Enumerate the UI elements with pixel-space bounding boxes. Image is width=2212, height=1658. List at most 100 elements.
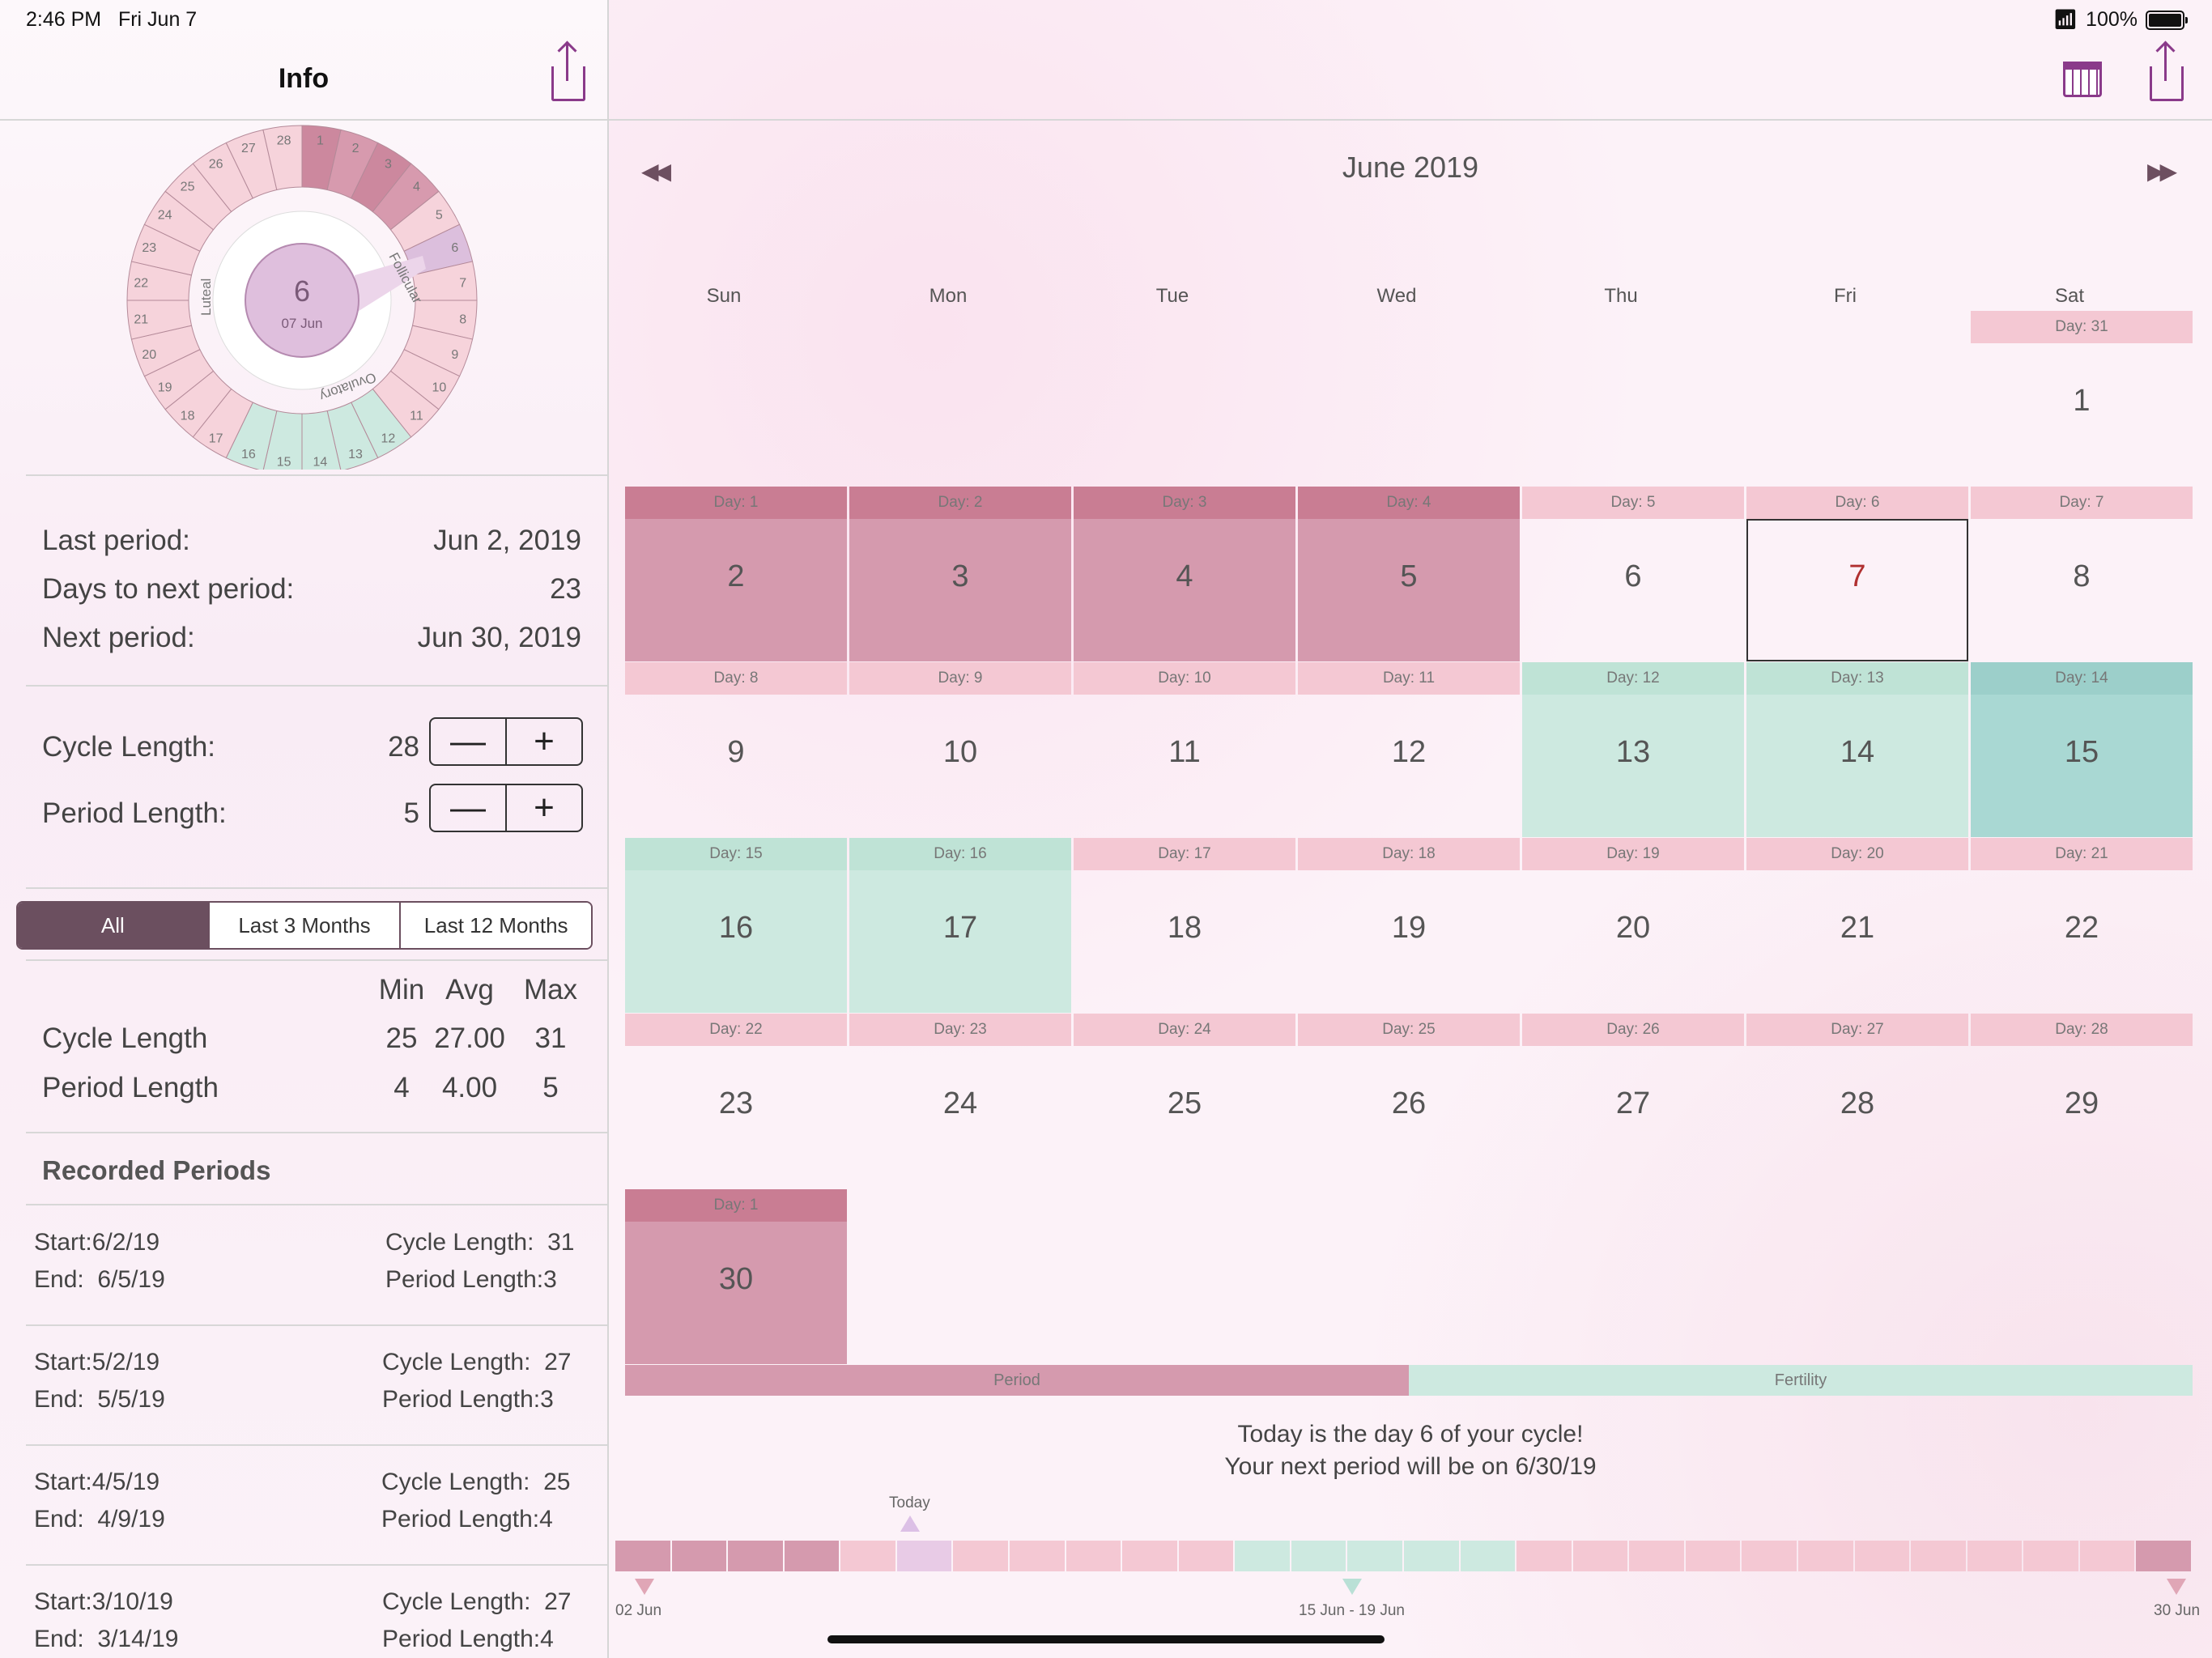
calendar-day-cell[interactable]: Day: 1 2 <box>625 487 847 661</box>
wheel-day-number: 10 <box>432 380 446 394</box>
wheel-day-number: 21 <box>134 312 148 326</box>
calendar-day-cell[interactable]: Day: 21 22 <box>1971 838 2193 1013</box>
start-marker-icon <box>635 1579 654 1595</box>
cycle-length-minus-button[interactable]: — <box>431 719 507 764</box>
share-icon[interactable] <box>551 44 585 101</box>
today-highlight <box>1746 519 1968 661</box>
phase-label-luteal: Luteal <box>198 278 214 316</box>
cycle-day-label: Day: 27 <box>1746 1014 1968 1046</box>
home-indicator <box>827 1635 1385 1643</box>
wheel-day-number: 1 <box>317 134 324 147</box>
timeline-segment <box>953 1541 1008 1571</box>
calendar-day-cell[interactable]: Day: 4 5 <box>1298 487 1520 661</box>
day-number: 24 <box>942 1086 978 1120</box>
cycle-day-label: Day: 1 <box>625 487 847 519</box>
stats-header-min: Min <box>378 974 425 1005</box>
calendar-day-cell[interactable]: Day: 1 30 <box>625 1189 847 1364</box>
cycle-day-label: Day: 3 <box>1074 487 1295 519</box>
cycle-day-label: Day: 18 <box>1298 838 1520 870</box>
calendar-icon[interactable] <box>2063 62 2102 97</box>
cycle-length-plus-button[interactable]: + <box>534 721 555 761</box>
calendar-day-cell[interactable]: Day: 11 12 <box>1298 662 1520 837</box>
stats-avg: 4.00 <box>441 1072 498 1103</box>
wheel-day-number: 6 <box>451 241 458 255</box>
calendar-day-cell[interactable]: Day: 15 16 <box>625 838 847 1013</box>
period-length-stepper[interactable]: — + <box>429 784 583 832</box>
stats-row-label: Period Length <box>42 1072 219 1103</box>
cycle-day-label: Day: 7 <box>1971 487 2193 519</box>
stats-row-label: Cycle Length <box>42 1022 208 1054</box>
weekday-label: Sun <box>706 285 742 307</box>
day-number: 5 <box>1400 559 1418 593</box>
calendar-day-cell[interactable]: Day: 18 19 <box>1298 838 1520 1013</box>
calendar-day-cell[interactable]: Day: 25 26 <box>1298 1014 1520 1188</box>
segment-last-3-months[interactable]: Last 3 Months <box>207 903 400 948</box>
calendar-day-cell[interactable]: Day: 27 28 <box>1746 1014 1968 1188</box>
day-number: 29 <box>2064 1086 2099 1120</box>
wheel-day-segment <box>262 125 303 191</box>
day-number: 2 <box>727 559 745 593</box>
day-number: 7 <box>1848 559 1866 593</box>
calendar-day-cell[interactable]: Day: 12 13 <box>1522 662 1744 837</box>
day-number: 27 <box>1615 1086 1651 1120</box>
calendar-day-cell[interactable]: Day: 24 25 <box>1074 1014 1295 1188</box>
day-number: 20 <box>1615 911 1651 945</box>
calendar-day-cell[interactable]: Day: 20 21 <box>1746 838 1968 1013</box>
status-time: 2:46 PM Fri Jun 7 <box>26 8 198 31</box>
day-number: 28 <box>1840 1086 1875 1120</box>
calendar-day-cell[interactable]: Day: 17 18 <box>1074 838 1295 1013</box>
cycle-day-label: Day: 2 <box>849 487 1071 519</box>
next-month-button[interactable]: ▶▶ <box>2147 159 2177 184</box>
calendar-day-cell[interactable]: Day: 8 9 <box>625 662 847 837</box>
wheel-center-day: 6 <box>294 274 310 308</box>
range-segmented-control[interactable]: All Last 3 Months Last 12 Months <box>16 901 593 950</box>
calendar-day-cell[interactable]: Day: 19 20 <box>1522 838 1744 1013</box>
wheel-day-number: 7 <box>459 277 466 291</box>
stats-min: 4 <box>393 1072 410 1103</box>
stats-min: 25 <box>385 1022 418 1054</box>
timeline-segment <box>2136 1541 2191 1571</box>
cycle-day-label: Day: 14 <box>1971 662 2193 695</box>
timeline-segment <box>1291 1541 1346 1571</box>
calendar-day-cell[interactable]: Day: 22 23 <box>625 1014 847 1188</box>
calendar-day-cell[interactable]: Day: 2 3 <box>849 487 1071 661</box>
wheel-day-number: 13 <box>348 448 363 461</box>
calendar-day-cell[interactable]: Day: 28 29 <box>1971 1014 2193 1188</box>
calendar-day-cell[interactable]: Day: 26 27 <box>1522 1014 1744 1188</box>
period-length-minus-button[interactable]: — <box>431 785 507 831</box>
calendar-day-cell[interactable]: Day: 14 15 <box>1971 662 2193 837</box>
cycle-day-label: Day: 21 <box>1971 838 2193 870</box>
calendar-day-cell[interactable]: Day: 6 7 <box>1746 487 1968 661</box>
timeline-segment <box>1798 1541 1853 1571</box>
share-icon[interactable] <box>2150 44 2184 101</box>
weekday-label: Wed <box>1376 285 1417 307</box>
timeline-segment <box>784 1541 840 1571</box>
calendar-day-cell[interactable]: Day: 13 14 <box>1746 662 1968 837</box>
calendar-day-cell[interactable]: Day: 9 10 <box>849 662 1071 837</box>
stats-header-avg: Avg <box>445 974 494 1005</box>
calendar-day-cell[interactable]: Day: 31 1 <box>1971 311 2193 486</box>
cycle-day-label: Day: 1 <box>625 1189 847 1222</box>
day-number: 18 <box>1167 911 1202 945</box>
calendar-day-cell[interactable]: Day: 10 11 <box>1074 662 1295 837</box>
period-length-plus-button[interactable]: + <box>534 788 555 827</box>
previous-month-button[interactable]: ◀◀ <box>641 159 671 184</box>
wheel-day-number: 15 <box>277 456 291 470</box>
cycle-length-stepper[interactable]: — + <box>429 717 583 766</box>
calendar-day-cell[interactable]: Day: 7 8 <box>1971 487 2193 661</box>
calendar-day-cell[interactable]: Day: 16 17 <box>849 838 1071 1013</box>
cycle-day-label: Day: 13 <box>1746 662 1968 695</box>
calendar-day-cell[interactable]: Day: 3 4 <box>1074 487 1295 661</box>
today-marker-icon <box>900 1516 920 1532</box>
calendar-day-cell[interactable]: Day: 23 24 <box>849 1014 1071 1188</box>
segment-all[interactable]: All <box>18 903 208 948</box>
wheel-day-number: 25 <box>181 181 195 194</box>
segment-last-12-months[interactable]: Last 12 Months <box>399 903 591 948</box>
summary-value: Jun 30, 2019 <box>417 622 581 653</box>
summary-label: Next period: <box>42 622 195 653</box>
day-number: 6 <box>1624 559 1642 593</box>
calendar-day-cell[interactable]: Day: 5 6 <box>1522 487 1744 661</box>
month-title: June 2019 <box>1342 151 1479 184</box>
day-number: 15 <box>2064 735 2099 769</box>
timeline-segment <box>1066 1541 1121 1571</box>
